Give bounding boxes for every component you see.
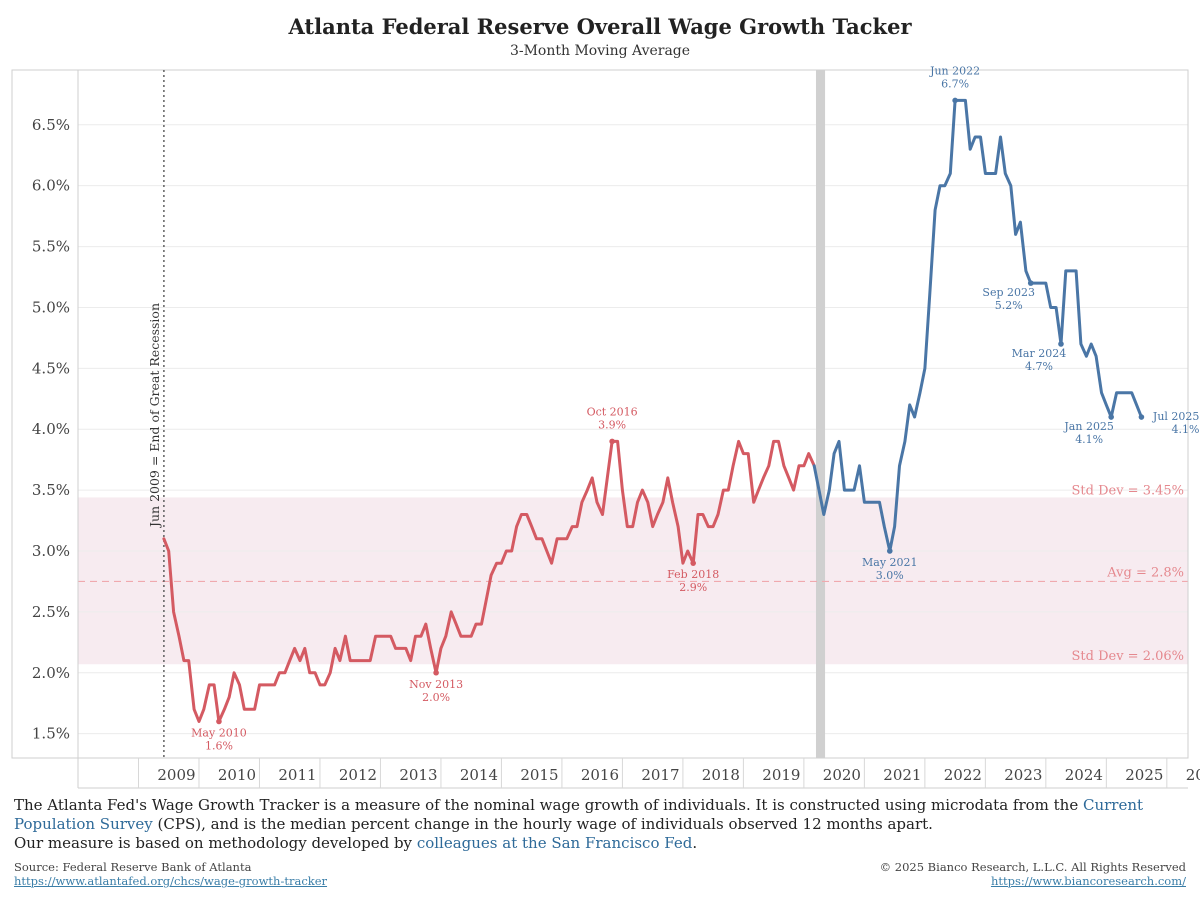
y-tick-label: 4.0% xyxy=(32,420,70,438)
source-block: Source: Federal Reserve Bank of Atlanta … xyxy=(14,860,327,888)
x-tick-label: 2022 xyxy=(944,766,982,784)
annotation-date: May 2010 xyxy=(191,726,247,739)
annotation-value: 2.9% xyxy=(679,581,707,594)
wage-growth-chart: 1.5% 2.0% 2.5% 3.0% 3.5% 4.0% 4.5% 5.0% 5.5% 6.0%… xyxy=(11,64,1200,789)
annotation-value: 1.6% xyxy=(205,739,233,752)
annotation-date: Jan 2025 xyxy=(1063,420,1114,433)
annotation-point xyxy=(1138,414,1145,420)
y-tick-label: 3.5% xyxy=(32,481,70,499)
y-tick-label: 2.5% xyxy=(32,603,70,621)
annotation-value: 4.1% xyxy=(1075,433,1103,446)
annotation-point xyxy=(216,718,222,725)
x-tick-label: 2025 xyxy=(1125,766,1163,784)
x-tick-label: 2009 xyxy=(157,766,195,784)
y-tick-label: 2.0% xyxy=(32,664,70,682)
x-tick-label: 2010 xyxy=(218,766,256,784)
x-tick-label: 2018 xyxy=(702,766,740,784)
annotation-date: Jun 2022 xyxy=(929,64,980,77)
x-tick-label: 2024 xyxy=(1065,766,1103,784)
source-label: Source: Federal Reserve Bank of Atlanta xyxy=(14,860,252,874)
x-tick-label: 2012 xyxy=(339,766,377,784)
annotation-value: 3.0% xyxy=(876,569,904,582)
desc-text-3: Our measure is based on methodology deve… xyxy=(14,834,417,852)
series-line-2 xyxy=(812,98,1143,553)
annotation-value: 3.9% xyxy=(598,418,626,431)
x-tick-label: 2017 xyxy=(641,766,679,784)
annotation-value: 6.7% xyxy=(941,77,969,90)
copyright-text: © 2025 Bianco Research, L.L.C. All Right… xyxy=(879,860,1186,874)
cps-link[interactable]: Current Population Survey xyxy=(14,796,1144,833)
annotation-point xyxy=(1058,341,1064,347)
x-tick-label: 2026 xyxy=(1186,766,1200,784)
x-tick-label: 2013 xyxy=(399,766,437,784)
annotation-value: 4.1% xyxy=(1171,423,1199,436)
annotation-date: Nov 2013 xyxy=(409,678,463,691)
sf-fed-link[interactable]: colleagues at the San Francisco Fed xyxy=(416,834,693,852)
x-tick-label: 2021 xyxy=(883,766,921,784)
annotation-point xyxy=(1108,414,1114,420)
annotation-date: Sep 2023 xyxy=(982,286,1035,299)
chart-title: Atlanta Federal Reserve Overall Wage Gro… xyxy=(288,14,912,39)
x-tick-label: 2023 xyxy=(1004,766,1042,784)
annotation-value: 2.0% xyxy=(422,691,450,704)
covid-shade xyxy=(815,70,826,758)
desc-text-2: (CPS), and is the median percent change … xyxy=(152,815,933,833)
recession-label: Jun 2009 = End of Great Recession xyxy=(147,303,162,529)
source-url-link[interactable]: https://www.atlantafed.org/chcs/wage-gro… xyxy=(14,874,328,888)
avg-label: Avg = 2.8% xyxy=(1106,565,1184,580)
annotation-date: May 2021 xyxy=(862,556,918,569)
annotation-date: Mar 2024 xyxy=(1012,347,1067,360)
y-tick-label: 1.5% xyxy=(32,725,70,743)
x-tick-label: 2020 xyxy=(823,766,861,784)
x-tick-label: 2011 xyxy=(278,766,316,784)
annotation-value: 5.2% xyxy=(995,299,1023,312)
desc-text-1: The Atlanta Fed's Wage Growth Tracker is… xyxy=(14,796,1083,814)
y-tick-label: 5.5% xyxy=(32,238,70,256)
annotation-point xyxy=(690,560,696,566)
plot-border xyxy=(11,69,1189,759)
annotation-point xyxy=(952,97,958,104)
desc-text-4: . xyxy=(692,834,698,852)
x-tick-label: 2015 xyxy=(520,766,558,784)
x-tick-label: 2019 xyxy=(762,766,800,784)
y-tick-label: 5.0% xyxy=(32,298,70,316)
series-line-1 xyxy=(162,439,816,723)
annotation-point xyxy=(1027,280,1034,286)
y-tick-label: 4.5% xyxy=(32,359,70,377)
y-tick-label: 3.0% xyxy=(32,542,70,560)
annotation-point xyxy=(609,438,615,445)
annotation-point xyxy=(886,548,893,554)
copyright-block: © 2025 Bianco Research, L.L.C. All Right… xyxy=(880,860,1186,888)
annotation-date: Jul 2025 xyxy=(1152,410,1200,423)
y-tick-label: 6.0% xyxy=(32,177,70,195)
annotation-value: 4.7% xyxy=(1025,360,1053,373)
annotation-date: Feb 2018 xyxy=(667,568,719,581)
std-low-label: Std Dev = 2.06% xyxy=(1072,649,1185,664)
annotation-date: Oct 2016 xyxy=(587,405,638,418)
site-url-link[interactable]: https://www.biancoresearch.com/ xyxy=(990,874,1186,888)
std-high-label: Std Dev = 3.45% xyxy=(1072,483,1185,498)
annotation-point xyxy=(433,669,439,676)
chart-description: The Atlanta Fed's Wage Growth Tracker is… xyxy=(14,796,1186,853)
x-tick-label: 2016 xyxy=(581,766,619,784)
x-tick-label: 2014 xyxy=(460,766,498,784)
y-tick-label: 6.5% xyxy=(32,116,70,134)
chart-subtitle: 3-Month Moving Average xyxy=(509,43,691,59)
